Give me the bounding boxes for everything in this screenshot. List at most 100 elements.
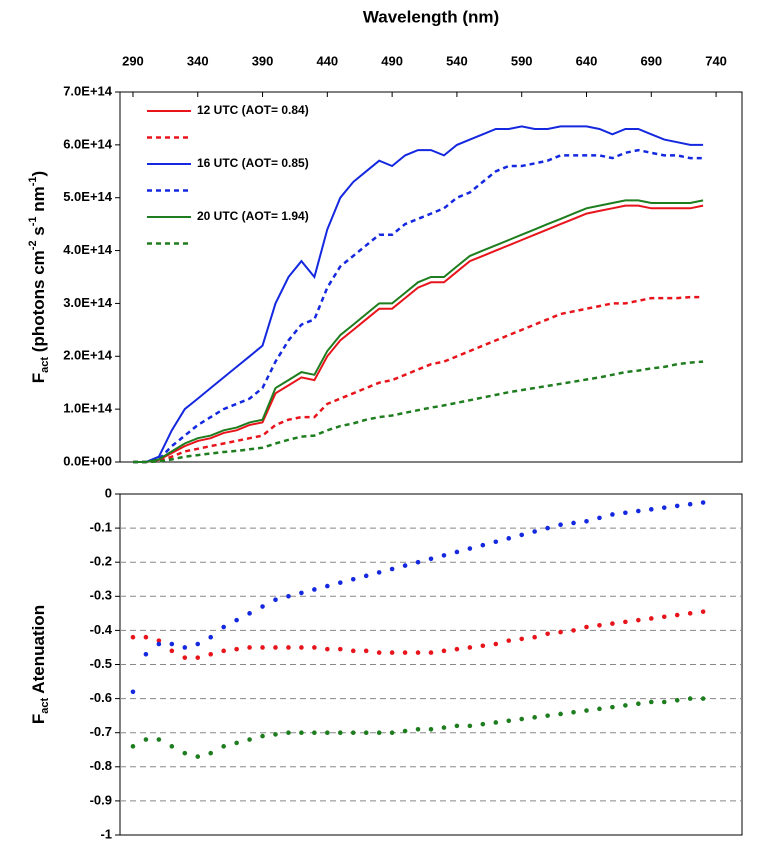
data-point	[687, 501, 693, 507]
data-point	[636, 617, 641, 623]
series-line	[133, 199, 704, 463]
data-point	[493, 641, 499, 647]
data-point	[661, 699, 667, 705]
data-point	[674, 698, 680, 703]
data-point	[636, 508, 641, 514]
y-tick-label: -0.7	[90, 724, 112, 739]
data-point	[286, 594, 291, 599]
y-axis-label-part: -2	[27, 240, 39, 250]
data-point	[674, 503, 680, 509]
data-point	[545, 631, 550, 637]
data-point	[519, 636, 525, 642]
data-point	[350, 576, 356, 582]
data-point	[286, 645, 291, 650]
data-point	[234, 646, 239, 652]
data-point	[597, 515, 602, 521]
series-line	[133, 204, 704, 463]
data-point	[376, 650, 382, 655]
data-point	[597, 706, 602, 712]
data-point	[700, 696, 706, 701]
data-point	[208, 634, 214, 640]
y-tick-label: 0.0E+00	[63, 453, 112, 468]
data-point	[584, 518, 589, 524]
y-axis-label-part: s	[29, 226, 48, 240]
data-point	[325, 646, 330, 652]
data-point	[299, 590, 304, 596]
x-tick-label: 590	[511, 53, 533, 68]
data-point	[428, 726, 434, 732]
data-point	[273, 645, 278, 650]
data-point	[312, 730, 317, 735]
y-tick-label: -0.9	[90, 792, 112, 807]
y-axis-label-part: Atenuation	[29, 605, 48, 698]
y-tick-label: -0.1	[90, 520, 112, 535]
series-line	[133, 360, 704, 464]
data-point	[558, 522, 563, 527]
data-point	[648, 699, 654, 705]
y-axis-label-part: F	[29, 373, 48, 383]
data-point	[700, 500, 706, 505]
data-point	[532, 634, 537, 640]
data-point	[169, 744, 175, 749]
data-point	[363, 730, 369, 735]
data-point	[674, 612, 680, 618]
y-axis-label-part: act	[39, 357, 51, 373]
data-point	[648, 507, 654, 512]
y-axis-label-part: F	[29, 714, 48, 724]
data-point	[441, 648, 447, 654]
data-point	[636, 701, 641, 707]
data-point	[376, 730, 382, 735]
x-tick-label: 640	[576, 53, 598, 68]
y-axis-label: Fact (photons cm-2 s-1 nm-1)	[27, 171, 51, 383]
legend-label: 16 UTC (AOT= 0.85)	[197, 156, 309, 170]
data-point	[208, 651, 214, 657]
data-point	[454, 646, 460, 652]
y-tick-label: -0.8	[90, 758, 112, 773]
data-point	[597, 622, 602, 628]
x-tick-label: 340	[187, 53, 209, 68]
data-point	[143, 737, 149, 742]
data-point	[454, 723, 460, 729]
x-tick-label: 290	[122, 53, 144, 68]
y-tick-label: 1.0E+14	[63, 401, 113, 416]
data-point	[519, 716, 525, 722]
data-point	[389, 650, 395, 655]
x-tick-label: 690	[640, 53, 662, 68]
data-point	[273, 597, 278, 603]
data-point	[506, 536, 512, 541]
data-point	[312, 587, 317, 592]
data-point	[234, 617, 239, 623]
data-point	[363, 648, 369, 654]
y-axis-label-part: -1	[27, 176, 39, 186]
data-point	[337, 580, 343, 585]
y-tick-label: -1	[100, 826, 112, 841]
data-point	[273, 732, 278, 737]
y-tick-label: -0.2	[90, 554, 112, 569]
data-point	[312, 645, 317, 650]
data-point	[143, 634, 149, 640]
y-tick-label: 2.0E+14	[63, 348, 113, 363]
data-point	[415, 559, 421, 565]
data-point	[402, 563, 408, 568]
data-point	[571, 709, 576, 715]
data-point	[428, 556, 434, 562]
data-point	[571, 520, 576, 526]
data-point	[286, 730, 291, 735]
legend-label: 20 UTC (AOT= 1.94)	[197, 209, 309, 223]
data-point	[571, 628, 576, 633]
data-point	[260, 604, 265, 609]
data-point	[169, 641, 175, 647]
data-point	[506, 718, 512, 724]
data-point	[402, 650, 408, 655]
data-point	[402, 728, 408, 734]
series-line	[133, 148, 704, 464]
x-tick-label: 540	[446, 53, 468, 68]
data-point	[700, 609, 706, 614]
data-point	[130, 634, 136, 640]
data-point	[532, 715, 537, 720]
data-point	[195, 655, 201, 660]
data-point	[532, 529, 537, 534]
y-tick-label: -0.3	[90, 588, 112, 603]
